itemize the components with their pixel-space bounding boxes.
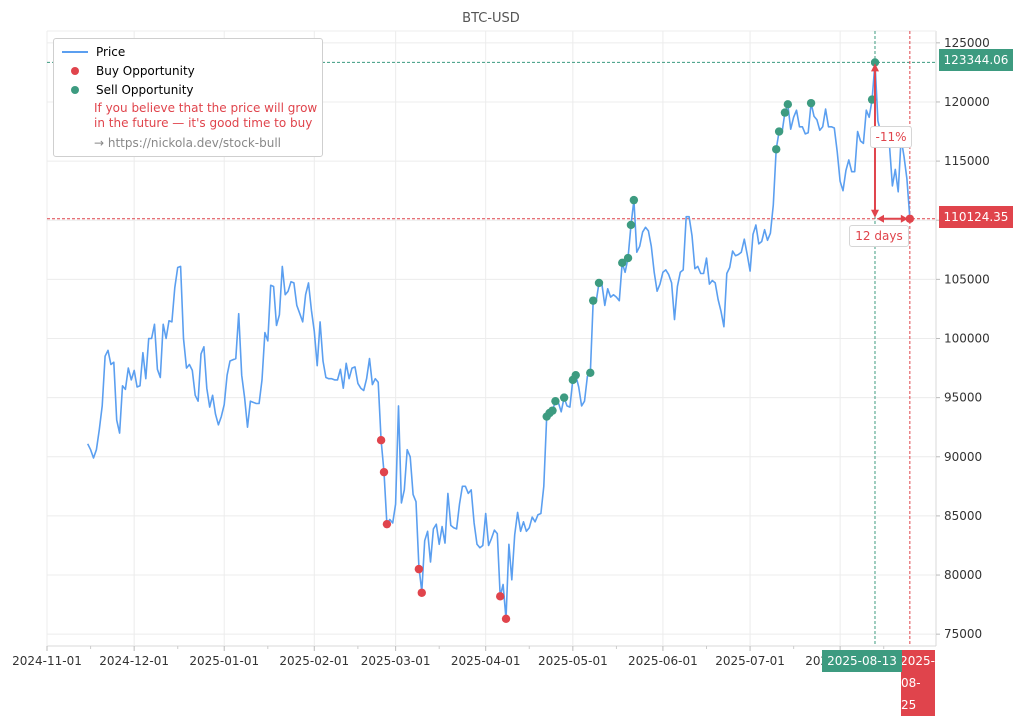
sell-marker xyxy=(806,98,816,108)
sell-dot-swatch xyxy=(71,86,79,94)
change-percent-label: -11% xyxy=(870,126,912,148)
sell-marker xyxy=(783,100,793,109)
chart-title: BTC-USD xyxy=(462,11,520,26)
sell-marker xyxy=(559,393,569,402)
sell-marker xyxy=(548,406,557,415)
x-tick-label: 2025-03-01 xyxy=(361,654,431,668)
sell-marker xyxy=(780,108,790,117)
x-tick-label: 2025-04-01 xyxy=(451,654,521,668)
sell-marker xyxy=(623,253,633,263)
sell-marker xyxy=(588,296,598,305)
current-date-tag-text: 2025-08-25 xyxy=(901,654,935,712)
drop-arrow-head-down xyxy=(870,209,879,218)
buy-marker xyxy=(905,214,915,223)
current-date-tag: 2025-08-25 xyxy=(901,650,935,716)
buy-marker xyxy=(414,564,424,574)
buy-marker xyxy=(379,467,389,477)
legend-item-buy: Buy Opportunity xyxy=(62,64,195,78)
y-tick-label: 115000 xyxy=(944,154,990,168)
sell-marker xyxy=(626,220,636,230)
high-date-tag: 2025-08-13 xyxy=(822,650,902,672)
price-series-line xyxy=(86,61,911,620)
x-tick-label: 2024-12-01 xyxy=(99,654,169,668)
buy-marker xyxy=(382,519,392,529)
x-tick-label: 2025-02-01 xyxy=(279,654,349,668)
y-tick-label: 90000 xyxy=(944,450,982,464)
sell-marker xyxy=(629,195,639,205)
sell-marker xyxy=(586,368,595,377)
current-price-tag: 110124.35 xyxy=(939,206,1013,228)
y-tick-label: 105000 xyxy=(944,272,990,286)
buy-dot-swatch xyxy=(71,67,79,75)
sell-marker xyxy=(551,396,560,406)
high-price-tag: 123344.06 xyxy=(939,49,1013,71)
x-tick-label: 2025-05-01 xyxy=(538,654,608,668)
price-line-swatch xyxy=(62,51,88,53)
y-tick-label: 85000 xyxy=(944,509,982,523)
y-tick-label: 125000 xyxy=(944,36,990,50)
y-tick-label: 80000 xyxy=(944,568,982,582)
sell-marker xyxy=(870,58,880,67)
legend-link[interactable]: → https://nickola.dev/stock-bull xyxy=(94,136,281,150)
legend-item-price: Price xyxy=(62,45,125,59)
x-tick-label: 2025-01-01 xyxy=(189,654,259,668)
sell-marker xyxy=(772,145,781,154)
sell-marker xyxy=(571,370,580,380)
buy-marker xyxy=(417,588,426,597)
x-tick-label: 2025-07-01 xyxy=(715,654,785,668)
y-tick-label: 95000 xyxy=(944,391,982,405)
x-tick-label: 2025-06-01 xyxy=(628,654,698,668)
y-tick-label: 75000 xyxy=(944,627,982,641)
sell-marker xyxy=(618,258,627,268)
y-tick-label: 100000 xyxy=(944,332,990,346)
x-tick-label: 2024-11-01 xyxy=(12,654,82,668)
y-tick-label: 120000 xyxy=(944,95,990,109)
legend-sell-label: Sell Opportunity xyxy=(96,83,194,97)
sell-marker xyxy=(774,127,784,136)
days-arrow-head-right xyxy=(900,214,908,223)
sell-marker xyxy=(594,278,604,288)
days-label: 12 days xyxy=(849,225,909,247)
buy-marker xyxy=(496,592,505,601)
legend-item-sell: Sell Opportunity xyxy=(62,83,194,97)
buy-marker xyxy=(376,436,386,445)
buy-marker xyxy=(501,614,511,623)
legend-message: If you believe that the price will grow … xyxy=(94,101,318,130)
legend-buy-label: Buy Opportunity xyxy=(96,64,195,78)
days-arrow-head-left xyxy=(876,214,884,223)
legend-price-label: Price xyxy=(96,45,126,59)
legend: Price Buy Opportunity Sell Opportunity I… xyxy=(53,38,323,157)
drop-arrow-head-up xyxy=(870,63,879,72)
